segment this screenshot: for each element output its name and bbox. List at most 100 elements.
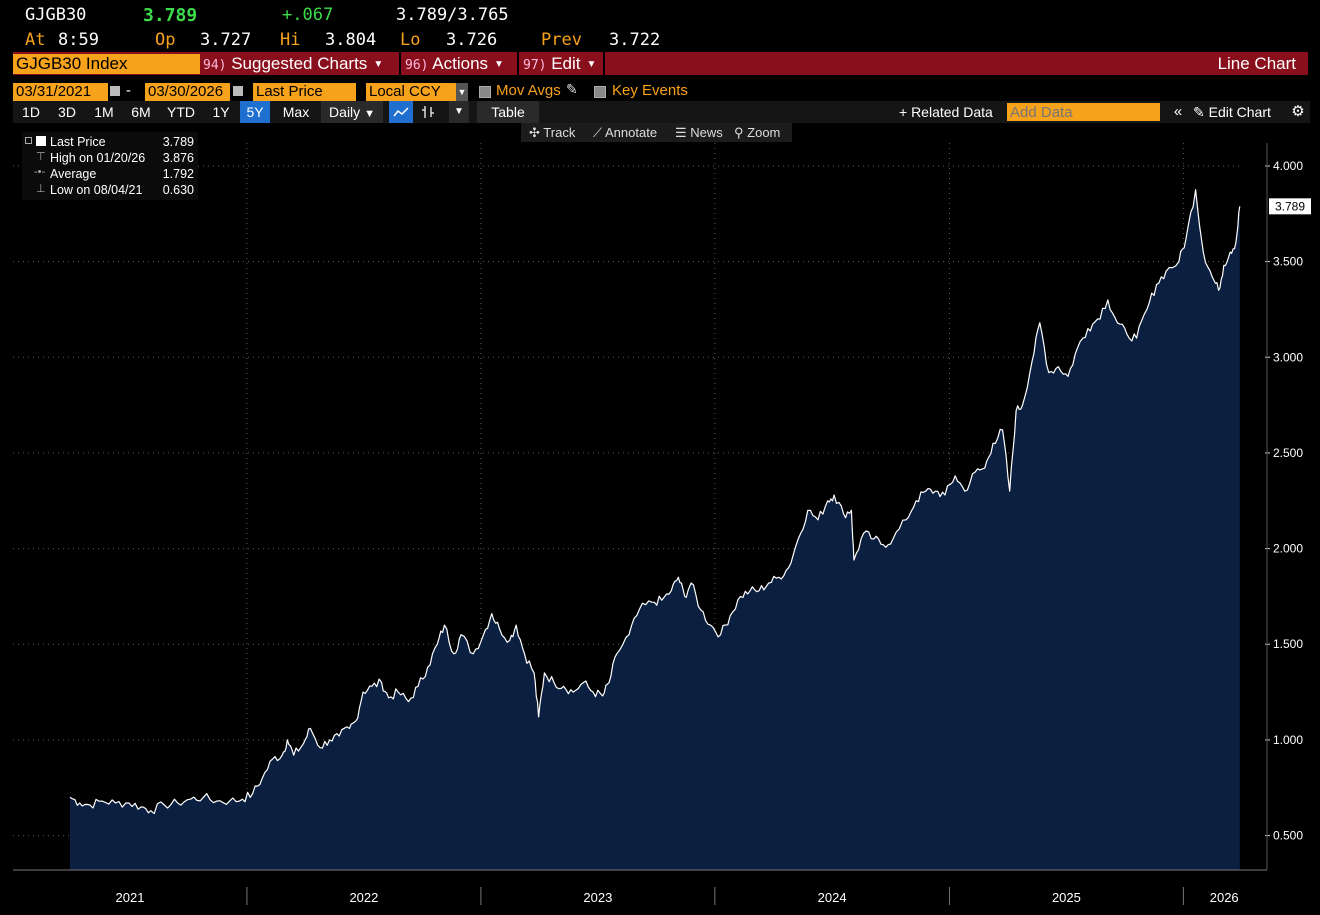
calendar-icon[interactable] — [233, 86, 243, 96]
zoom-label: Zoom — [747, 125, 781, 140]
lo-value: 3.726 — [446, 30, 498, 50]
mov-avgs-checkbox[interactable] — [479, 86, 491, 98]
calendar-icon[interactable] — [110, 86, 120, 96]
period-1d[interactable]: 1D — [22, 104, 40, 120]
track-label: Track — [543, 125, 576, 140]
edit-chart-button[interactable]: ✎ Edit Chart — [1193, 101, 1291, 123]
caret-down-icon: ▼ — [494, 59, 504, 70]
hi-value: 3.804 — [325, 30, 377, 50]
field-selector[interactable]: Last Price — [253, 83, 356, 101]
annotate-button[interactable]: ⟋ Annotate — [593, 123, 657, 142]
key-events-label[interactable]: Key Events — [612, 82, 688, 99]
caret-down-icon: ▼ — [364, 108, 375, 120]
news-button[interactable]: ☰ News — [675, 123, 723, 142]
gear-icon[interactable]: ⚙ — [1291, 103, 1305, 120]
caret-down-icon: ▼ — [373, 59, 384, 70]
price-line — [69, 189, 1241, 815]
chart-style-dropdown-icon[interactable]: ▼ — [449, 101, 469, 123]
annotate-label: Annotate — [605, 125, 658, 140]
pencil-icon: ✎ — [1193, 104, 1205, 120]
period-1m[interactable]: 1M — [94, 104, 114, 120]
low-marker-icon: ⊥ — [36, 183, 46, 195]
actions-label: Actions — [432, 54, 489, 73]
currency-dropdown-icon[interactable]: ▼ — [456, 83, 468, 101]
magnifier-icon: ⚲ — [734, 125, 744, 140]
pencil-icon: ⟋ — [593, 125, 603, 140]
period-3d[interactable]: 3D — [58, 104, 76, 120]
collapse-icon[interactable]: « — [1173, 103, 1183, 120]
date-dash: - — [126, 82, 131, 99]
legend-value-last: 3.789 — [162, 135, 194, 149]
y-tick-label: 2.500 — [1273, 446, 1303, 460]
news-icon: ☰ — [675, 125, 687, 140]
news-label: News — [690, 125, 723, 140]
period-max[interactable]: Max — [282, 104, 310, 120]
legend-label-average: Average — [50, 167, 97, 181]
frequency-selector[interactable]: Daily ▼ — [321, 101, 383, 123]
last-price-label: 3.789 — [1275, 199, 1305, 213]
price-area — [70, 189, 1240, 870]
x-tick-label: 2024 — [818, 890, 847, 905]
last-value: 3.789 — [143, 5, 198, 26]
table-button[interactable]: Table — [477, 101, 539, 123]
related-data-button[interactable]: + Related Data — [899, 104, 993, 120]
x-tick-label: 2022 — [349, 890, 378, 905]
average-marker-icon: -•- — [34, 166, 46, 178]
period-1y[interactable]: 1Y — [212, 104, 230, 120]
op-label: Op — [155, 30, 176, 50]
security-field[interactable]: GJGB30 Index — [13, 54, 200, 74]
legend-label-low: Low on 08/04/21 — [50, 183, 143, 197]
mov-avgs-label[interactable]: Mov Avgs — [496, 82, 561, 99]
x-tick-label: 2021 — [116, 890, 145, 905]
pencil-icon[interactable]: ✎ — [566, 81, 578, 97]
zoom-button[interactable]: ⚲ Zoom — [734, 123, 780, 142]
annotation-bar: ✣ Track ⟋ Annotate ☰ News ⚲ Zoom — [521, 123, 792, 142]
series-swatch — [36, 136, 46, 146]
y-tick-label: 4.000 — [1273, 159, 1303, 173]
period-ytd[interactable]: YTD — [167, 104, 195, 120]
y-tick-label: 2.000 — [1273, 542, 1303, 556]
legend-value-average: 1.792 — [162, 167, 194, 181]
frequency-label: Daily — [329, 104, 361, 120]
x-tick-label: 2025 — [1052, 890, 1081, 905]
legend: Last Price 3.789 ⊤ High on 01/20/26 3.87… — [22, 132, 198, 200]
currency-selector[interactable]: Local CCY — [366, 83, 457, 101]
end-date-field[interactable]: 03/30/2026 — [145, 83, 230, 101]
y-tick-label: 3.000 — [1273, 350, 1303, 364]
actions-number: 96) — [405, 58, 429, 73]
at-time: 8:59 — [58, 30, 99, 50]
x-tick-label: 2023 — [583, 890, 612, 905]
collapse-box-icon[interactable] — [25, 137, 32, 144]
y-tick-label: 3.500 — [1273, 255, 1303, 269]
track-button[interactable]: ✣ Track — [529, 123, 575, 142]
legend-label-last: Last Price — [50, 135, 106, 149]
crosshair-icon: ✣ — [529, 125, 540, 140]
change-value: +.067 — [282, 5, 334, 25]
start-date-field[interactable]: 03/31/2021 — [13, 83, 108, 101]
bid-ask: 3.789/3.765 — [396, 5, 509, 25]
chart-type-label[interactable]: Line Chart — [1217, 54, 1296, 73]
suggested-charts-number: 94) — [203, 58, 227, 73]
actions-menu[interactable]: 96) Actions ▼ — [405, 52, 504, 75]
bar-chart-icon[interactable] — [417, 101, 439, 123]
op-value: 3.727 — [200, 30, 252, 50]
edit-menu[interactable]: 97) Edit ▼ — [523, 52, 596, 75]
line-chart-icon[interactable] — [389, 101, 413, 123]
x-tick-label: 2026 — [1210, 890, 1239, 905]
toolbar: 1D 3D 1M 6M YTD 1Y 5Y Max Daily ▼ ▼ Tabl… — [13, 101, 1310, 123]
add-data-input[interactable] — [1007, 103, 1160, 121]
menu-bar: GJGB30 Index 94) Suggested Charts ▼ 96) A… — [13, 52, 1308, 75]
suggested-charts-label: Suggested Charts — [231, 54, 368, 73]
legend-value-high: 3.876 — [162, 151, 194, 165]
prev-value: 3.722 — [609, 30, 661, 50]
period-5y[interactable]: 5Y — [240, 101, 270, 123]
at-label: At — [25, 30, 46, 50]
key-events-checkbox[interactable] — [594, 86, 606, 98]
high-marker-icon: ⊤ — [36, 151, 46, 163]
edit-label: Edit — [551, 54, 581, 73]
hi-label: Hi — [280, 30, 301, 50]
period-6m[interactable]: 6M — [131, 104, 151, 120]
suggested-charts-menu[interactable]: 94) Suggested Charts ▼ — [203, 52, 383, 75]
y-tick-label: 0.500 — [1273, 829, 1303, 843]
